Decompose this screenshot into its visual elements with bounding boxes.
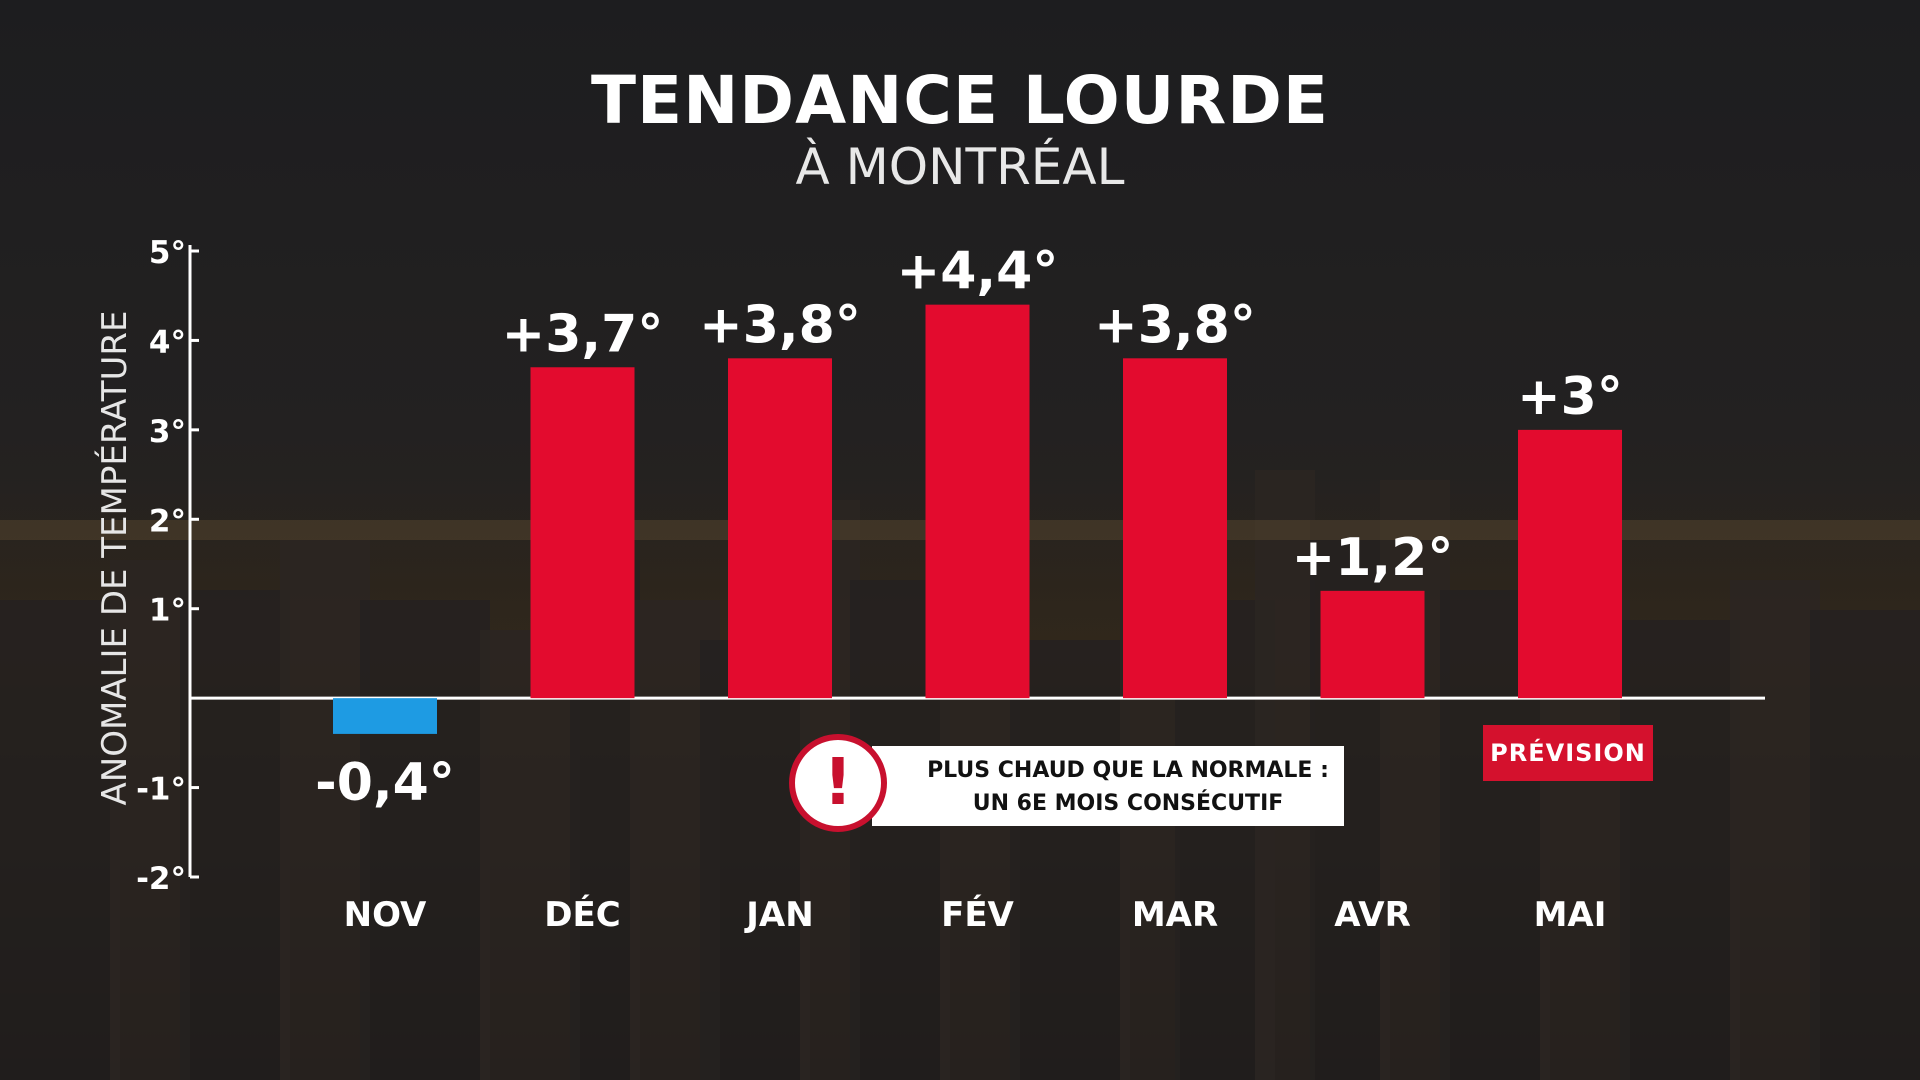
- exclamation-icon: !: [789, 734, 887, 832]
- skyline-building: [1810, 610, 1920, 1080]
- y-tick-label: 2°: [149, 503, 186, 539]
- alert-banner: PLUS CHAUD QUE LA NORMALE : UN 6E MOIS C…: [872, 746, 1344, 826]
- y-tick-label: 5°: [149, 235, 186, 271]
- bar-5: [1320, 590, 1425, 699]
- x-tick-label: DÉC: [544, 894, 620, 935]
- skyline-building: [0, 600, 120, 1080]
- x-tick-label: FÉV: [941, 894, 1014, 935]
- alert-text: PLUS CHAUD QUE LA NORMALE : UN 6E MOIS C…: [927, 758, 1329, 816]
- skyline-building: [1730, 580, 1820, 1080]
- x-tick-label: NOV: [344, 895, 427, 935]
- exclamation-glyph: !: [823, 746, 853, 820]
- bar-value-label: +3,7°: [502, 304, 664, 364]
- chart-subtitle: À MONTRÉAL: [795, 138, 1125, 196]
- skyline-building: [360, 600, 490, 1080]
- bar-4: [1123, 358, 1227, 699]
- x-tick-label: AVR: [1334, 895, 1411, 935]
- bar-value-label: +3,8°: [1094, 295, 1256, 355]
- x-tick-label: MAR: [1132, 895, 1218, 935]
- x-tick-label: MAI: [1534, 895, 1607, 935]
- bar-value-label: +1,2°: [1292, 528, 1454, 588]
- skyline-building: [110, 560, 190, 1080]
- bar-value-label: -0,4°: [315, 753, 455, 813]
- skyline-building: [480, 630, 580, 1080]
- skyline-building: [1010, 640, 1130, 1080]
- bar-value-label: +3,8°: [699, 295, 861, 355]
- x-tick-label: JAN: [744, 895, 813, 935]
- bar-value-label: +4,4°: [897, 242, 1059, 302]
- chart-title: TENDANCE LOURDE: [590, 62, 1330, 139]
- y-tick-label: 1°: [149, 593, 186, 629]
- bar-6: [1518, 429, 1622, 699]
- y-tick-label: -1°: [136, 772, 186, 808]
- skyline-building: [280, 540, 370, 1080]
- skyline-building: [180, 590, 290, 1080]
- y-tick-label: -2°: [136, 861, 186, 897]
- bar-value-label: +3°: [1517, 367, 1623, 427]
- skyline-building: [1380, 480, 1450, 1080]
- y-tick-label: 4°: [149, 324, 186, 360]
- bar-3: [925, 304, 1030, 699]
- bar-2: [728, 358, 832, 699]
- forecast-badge: PRÉVISION: [1483, 725, 1653, 781]
- skyline-building: [700, 640, 810, 1080]
- y-tick-label: 3°: [149, 414, 186, 450]
- bar-0: [333, 698, 437, 734]
- bar-1: [530, 367, 635, 699]
